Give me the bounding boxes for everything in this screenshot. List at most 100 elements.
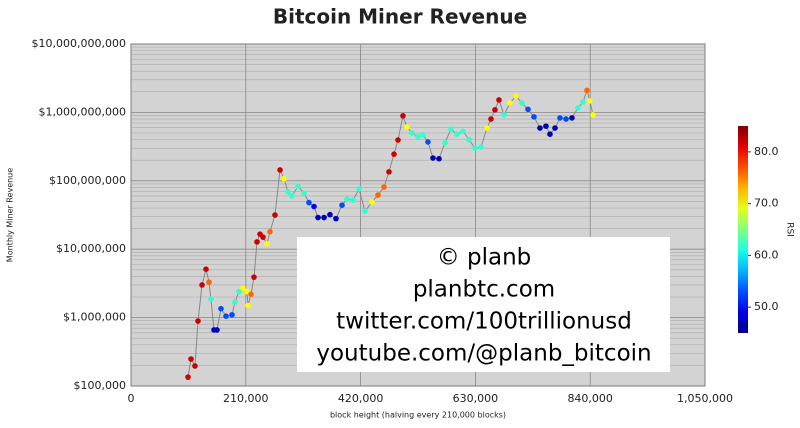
- point: [223, 313, 229, 319]
- point: [436, 155, 442, 162]
- point: [208, 296, 214, 302]
- point: [563, 116, 569, 122]
- point: [460, 128, 466, 135]
- x-tick-label: 210,000: [223, 392, 269, 405]
- point: [218, 305, 224, 312]
- annotation-text: twitter.com/100trillionusd: [336, 309, 632, 335]
- point: [391, 151, 397, 157]
- point: [339, 202, 345, 208]
- point: [496, 97, 502, 103]
- point: [306, 199, 312, 206]
- point: [590, 112, 596, 118]
- point: [192, 363, 198, 369]
- point: [478, 144, 484, 150]
- x-tick-label: 0: [128, 392, 135, 405]
- point: [236, 288, 242, 295]
- colorbar-tick-label: 80.0: [754, 145, 779, 158]
- point: [415, 133, 421, 140]
- x-tick-label: 420,000: [338, 392, 384, 405]
- point: [232, 299, 238, 305]
- point: [386, 169, 392, 175]
- point: [381, 184, 387, 190]
- point: [195, 318, 201, 324]
- point: [188, 356, 194, 362]
- point: [466, 136, 472, 143]
- point: [584, 87, 590, 94]
- point: [552, 125, 558, 131]
- point: [537, 125, 543, 131]
- point: [199, 282, 205, 288]
- point: [295, 183, 301, 190]
- point: [301, 190, 307, 196]
- point: [375, 192, 381, 198]
- point: [547, 131, 553, 138]
- point: [587, 98, 593, 104]
- annotation-text: youtube.com/@planb_bitcoin: [316, 341, 651, 367]
- point: [285, 189, 291, 195]
- point: [507, 100, 513, 106]
- point: [430, 155, 436, 161]
- point: [400, 113, 406, 119]
- point: [229, 311, 235, 318]
- point: [281, 175, 287, 182]
- point: [206, 279, 212, 285]
- y-tick-label: $10,000,000: [56, 242, 126, 255]
- y-tick-label: $1,000,000,000: [39, 105, 126, 118]
- y-axis-label: Monthly Miner Revenue: [6, 168, 15, 262]
- y-tick-label: $100,000: [74, 379, 127, 392]
- point: [525, 106, 531, 113]
- point: [251, 274, 257, 280]
- y-tick-label: $100,000,000: [49, 174, 126, 187]
- point: [311, 203, 317, 210]
- point: [492, 107, 498, 113]
- point: [557, 115, 563, 121]
- point: [350, 197, 356, 204]
- chart-title: Bitcoin Miner Revenue: [273, 5, 527, 29]
- point: [519, 100, 525, 106]
- annotation-box: [297, 237, 670, 372]
- x-tick-label: 630,000: [453, 392, 499, 405]
- point: [472, 145, 478, 151]
- colorbar-tick-label: 50.0: [754, 300, 779, 313]
- point: [362, 208, 368, 214]
- point: [327, 211, 333, 218]
- point: [395, 137, 401, 143]
- point: [409, 130, 415, 136]
- point: [569, 115, 575, 121]
- y-tick-label: $10,000,000,000: [32, 37, 126, 50]
- point: [543, 123, 549, 129]
- point: [289, 193, 295, 199]
- point: [575, 105, 581, 111]
- point: [260, 234, 266, 240]
- point: [333, 215, 339, 222]
- point: [501, 112, 507, 118]
- colorbar-label: RSI: [785, 222, 795, 237]
- point: [448, 126, 454, 132]
- point: [264, 240, 270, 247]
- annotation-text: © planb: [437, 245, 532, 271]
- x-tick-label: 1,050,000: [677, 392, 733, 405]
- point: [420, 132, 426, 138]
- point: [254, 239, 260, 245]
- y-tick-label: $1,000,000: [63, 311, 126, 324]
- point: [248, 291, 254, 297]
- colorbar-tick-label: 70.0: [754, 197, 779, 210]
- point: [344, 196, 350, 202]
- x-tick-label: 840,000: [567, 392, 613, 405]
- colorbar: [738, 126, 748, 333]
- point: [272, 212, 278, 218]
- point: [513, 93, 519, 99]
- point: [356, 186, 362, 192]
- point: [185, 374, 191, 380]
- point: [240, 285, 246, 291]
- point: [203, 266, 209, 273]
- point: [244, 288, 250, 295]
- point: [454, 131, 460, 138]
- point: [369, 199, 375, 205]
- point: [214, 327, 220, 333]
- x-axis-label: block height (halving every 210,000 bloc…: [330, 411, 506, 420]
- point: [531, 114, 537, 120]
- annotation-text: planbtc.com: [413, 277, 555, 303]
- point: [488, 116, 494, 122]
